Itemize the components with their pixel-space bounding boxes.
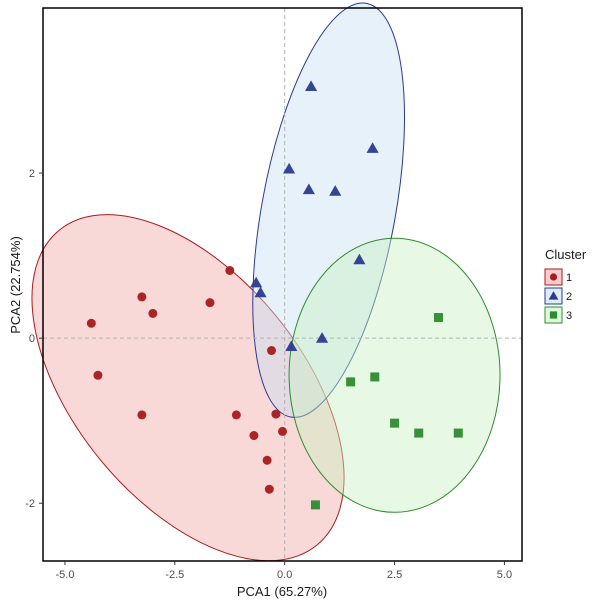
cluster-1-point xyxy=(148,308,158,318)
cluster-2-point xyxy=(302,183,315,195)
plot-border xyxy=(42,7,523,562)
cluster-2-point xyxy=(366,142,379,153)
cluster-1-point xyxy=(278,426,287,436)
legend-key-marker xyxy=(549,311,558,319)
plot-panel xyxy=(43,8,522,561)
legend-label: 3 xyxy=(566,310,572,322)
cluster-1-point xyxy=(86,318,96,328)
y-tick-label: 0 xyxy=(29,333,35,345)
cluster-2-point xyxy=(329,185,342,196)
cluster-3-point xyxy=(346,377,356,387)
cluster-2-point xyxy=(250,276,263,288)
legend-item-cluster-2: 2 xyxy=(544,287,572,305)
legend-key-marker xyxy=(548,291,559,300)
y-tick-label: 2 xyxy=(29,168,35,180)
cluster-2-point xyxy=(283,162,296,174)
cluster-1-point xyxy=(225,265,235,275)
cluster-1-point xyxy=(231,410,241,420)
cluster-2-point xyxy=(304,80,318,91)
x-tick-label: -5.0 xyxy=(55,569,74,581)
cluster-3-point xyxy=(370,372,380,382)
x-axis: -5.0 -2.5 0.0 2.5 5.0 xyxy=(55,561,512,581)
ellipses-layer xyxy=(31,2,501,562)
points-layer xyxy=(86,80,463,510)
cluster-1-point xyxy=(93,370,103,380)
cluster-3-ellipse xyxy=(288,237,501,513)
legend-label: 2 xyxy=(566,291,572,303)
cluster-3-point xyxy=(414,428,424,438)
cluster-3-point xyxy=(310,500,320,510)
cluster-1-point xyxy=(267,346,277,356)
cluster-3-point xyxy=(390,418,400,428)
cluster-2-point xyxy=(254,286,267,298)
x-axis-title: PCA1 (65.27%) xyxy=(237,584,327,599)
legend-title: Cluster xyxy=(545,247,587,262)
x-tick-label: -2.5 xyxy=(165,569,184,581)
cluster-1-point xyxy=(249,431,259,441)
legend: Cluster 1 2 3 xyxy=(544,247,587,324)
cluster-1-ellipse xyxy=(31,214,345,562)
x-tick-label: 5.0 xyxy=(497,569,512,581)
y-axis-title: PCA2 (22.754%) xyxy=(8,236,23,334)
legend-item-cluster-1: 1 xyxy=(544,268,572,286)
cluster-1-point xyxy=(137,410,147,420)
cluster-1-point xyxy=(137,292,147,302)
cluster-1-point xyxy=(271,409,281,419)
reference-lines xyxy=(43,8,522,561)
cluster-1-point xyxy=(262,455,272,465)
cluster-3-point xyxy=(453,428,463,438)
cluster-2-point xyxy=(315,332,329,343)
x-tick-label: 0.0 xyxy=(277,569,292,581)
legend-item-cluster-3: 3 xyxy=(544,306,572,324)
y-axis: -2 0 2 xyxy=(25,168,43,510)
legend-label: 1 xyxy=(566,272,572,284)
cluster-2-point xyxy=(285,340,298,351)
cluster-2-point xyxy=(353,253,366,265)
x-tick-label: 2.5 xyxy=(387,569,402,581)
legend-key-marker xyxy=(549,273,558,281)
cluster-1-point xyxy=(264,484,274,494)
y-tick-label: -2 xyxy=(25,498,35,510)
cluster-1-point xyxy=(205,298,215,308)
cluster-2-ellipse xyxy=(252,2,406,418)
cluster-3-point xyxy=(434,313,444,323)
